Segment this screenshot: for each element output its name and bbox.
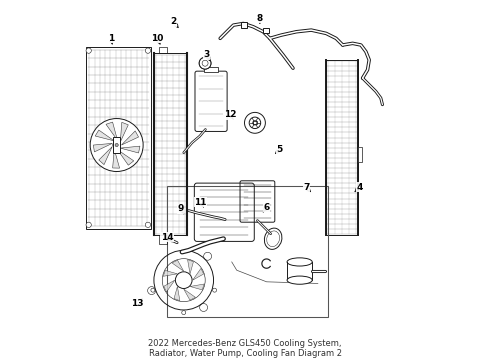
Bar xyxy=(358,147,362,162)
Polygon shape xyxy=(164,280,175,292)
Circle shape xyxy=(115,143,118,147)
Polygon shape xyxy=(95,130,114,141)
Circle shape xyxy=(86,222,91,228)
Circle shape xyxy=(146,222,150,228)
Polygon shape xyxy=(94,143,112,152)
Circle shape xyxy=(86,48,91,53)
Circle shape xyxy=(253,121,257,125)
Ellipse shape xyxy=(287,276,312,284)
Bar xyxy=(167,186,328,316)
Text: 11: 11 xyxy=(194,198,207,207)
Text: 2022 Mercedes-Benz GLS450 Cooling System,
Radiator, Water Pump, Cooling Fan Diag: 2022 Mercedes-Benz GLS450 Cooling System… xyxy=(148,339,342,358)
Text: 10: 10 xyxy=(151,34,164,44)
Text: 6: 6 xyxy=(263,203,270,212)
Circle shape xyxy=(175,272,192,288)
Polygon shape xyxy=(188,260,194,274)
Polygon shape xyxy=(172,260,184,271)
Polygon shape xyxy=(184,289,196,300)
Bar xyxy=(263,28,269,33)
Bar xyxy=(154,53,187,235)
Bar xyxy=(253,121,257,124)
Polygon shape xyxy=(121,146,140,153)
Bar xyxy=(326,60,358,235)
Bar xyxy=(159,235,167,244)
Polygon shape xyxy=(106,122,118,140)
Polygon shape xyxy=(190,284,204,290)
Circle shape xyxy=(213,288,217,292)
Bar xyxy=(159,47,167,53)
Polygon shape xyxy=(193,268,204,280)
Polygon shape xyxy=(174,287,180,301)
Circle shape xyxy=(90,118,143,171)
Bar xyxy=(113,137,120,153)
Text: 9: 9 xyxy=(177,204,184,214)
Polygon shape xyxy=(121,122,128,142)
Text: 1: 1 xyxy=(108,34,114,44)
Polygon shape xyxy=(122,131,139,145)
Text: 2: 2 xyxy=(171,17,178,28)
Circle shape xyxy=(146,48,150,53)
Text: 5: 5 xyxy=(275,145,283,154)
Bar xyxy=(204,67,218,72)
Circle shape xyxy=(182,311,186,315)
Text: 7: 7 xyxy=(303,183,311,192)
Bar xyxy=(241,22,247,28)
Polygon shape xyxy=(113,149,120,168)
Text: 3: 3 xyxy=(204,50,210,61)
Text: 4: 4 xyxy=(355,183,363,192)
Polygon shape xyxy=(99,147,112,165)
Text: 8: 8 xyxy=(257,14,263,23)
Polygon shape xyxy=(118,150,134,165)
Text: 14: 14 xyxy=(161,233,173,242)
Text: 13: 13 xyxy=(131,298,144,308)
Polygon shape xyxy=(163,270,177,276)
Circle shape xyxy=(113,141,121,149)
Circle shape xyxy=(151,288,155,292)
Circle shape xyxy=(199,57,211,69)
Text: 12: 12 xyxy=(224,110,236,120)
Bar xyxy=(86,47,150,229)
